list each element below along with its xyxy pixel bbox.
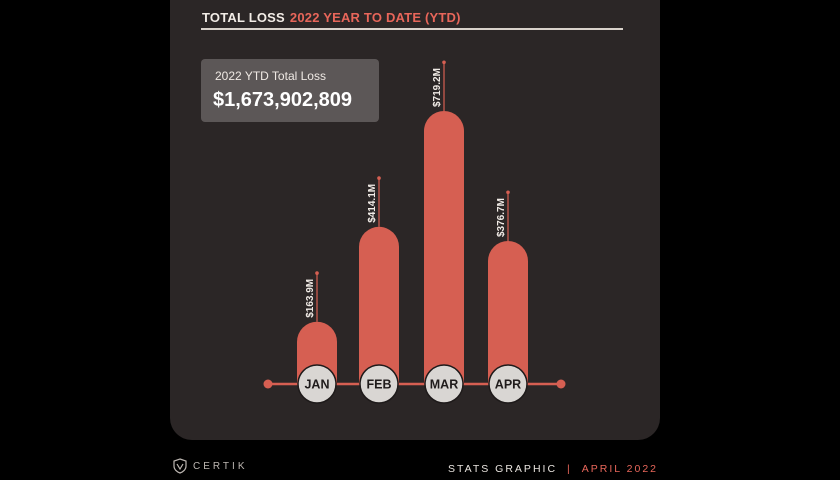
tick-label-jan: JAN: [304, 378, 329, 392]
axis-end-dot-left: [263, 379, 273, 389]
footer-caption: STATS GRAPHIC | APRIL 2022: [448, 463, 658, 475]
footer-date: APRIL 2022: [581, 463, 658, 475]
tick-label-apr: APR: [495, 378, 521, 392]
chart-title: TOTAL LOSS 2022 YEAR TO DATE (YTD): [202, 10, 461, 28]
title-accent: 2022 YEAR TO DATE (YTD): [289, 10, 461, 25]
leader-dot-mar: [442, 60, 446, 65]
category-circle-mar: [424, 364, 464, 404]
data-label-feb: $414.1M: [367, 184, 378, 223]
leader-dot-apr: [506, 190, 510, 195]
stats-graphic-label: STATS GRAPHIC: [447, 463, 558, 475]
data-label-mar: $719.2M: [432, 68, 443, 107]
total-loss-box: 2022 YTD Total Loss $1,673,902,809: [201, 59, 379, 122]
certik-shield-icon: [173, 458, 187, 474]
data-label-apr: $376.7M: [496, 198, 507, 237]
title-main: TOTAL LOSS: [202, 10, 285, 25]
total-loss-value: $1,673,902,809: [213, 89, 353, 111]
certik-logo: CERTIK: [172, 458, 248, 474]
total-loss-label: 2022 YTD Total Loss: [215, 69, 326, 83]
title-underline: [201, 28, 623, 30]
footer-separator: |: [567, 463, 572, 475]
axis-end-dot-right: [556, 379, 566, 389]
category-circle-apr: [488, 364, 528, 404]
leader-dot-feb: [377, 176, 381, 180]
category-circle-jan: [297, 364, 337, 404]
tick-label-mar: MAR: [430, 378, 458, 392]
certik-brand-text: CERTIK: [193, 460, 248, 472]
data-label-jan: $163.9M: [305, 279, 316, 318]
leader-dot-jan: [315, 271, 319, 275]
bar-apr: [488, 241, 528, 384]
category-circle-feb: [359, 364, 399, 404]
bar-feb: [359, 226, 399, 384]
tick-label-feb: FEB: [367, 378, 392, 392]
bar-mar: [424, 111, 464, 384]
